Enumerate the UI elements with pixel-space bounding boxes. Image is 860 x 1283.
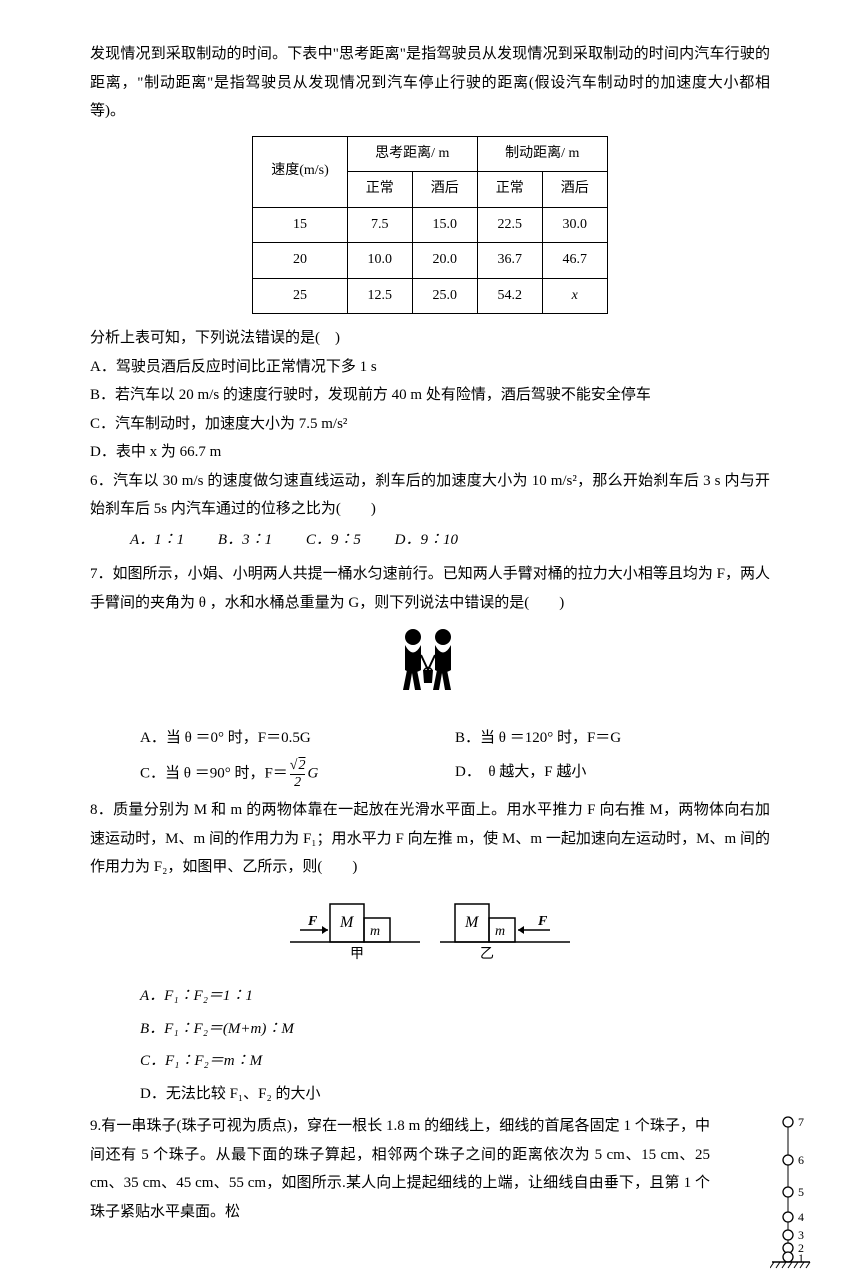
col-think-header: 思考距离/ m (347, 136, 477, 172)
intro-paragraph: 发现情况到采取制动的时间。下表中"思考距离"是指驾驶员从发现情况到采取制动的时间… (90, 40, 770, 126)
q5-option-c: C．汽车制动时，加速度大小为 7.5 m/s² (90, 410, 770, 439)
q5-option-a: A．驾驶员酒后反应时间比正常情况下多 1 s (90, 353, 770, 382)
q8-text: 8．质量分别为 M 和 m 的两物体靠在一起放在光滑水平面上。用水平推力 F 向… (90, 796, 770, 882)
table-row: 2512.525.054.2x (253, 278, 608, 314)
beads-figure: 7 6 5 4 3 2 1 (770, 1112, 820, 1283)
q7-row-2: C．当 θ ＝90° 时，F＝√22G D． θ 越大，F 越小 (140, 758, 770, 790)
svg-text:4: 4 (798, 1210, 804, 1224)
sub-normal-1: 正常 (347, 172, 412, 208)
q7-option-c: C．当 θ ＝90° 时，F＝√22G (140, 758, 455, 790)
table-row: 2010.020.036.746.7 (253, 243, 608, 279)
blocks-figure: F M m 甲 M m F 乙 (90, 892, 770, 973)
q7-option-d: D． θ 越大，F 越小 (455, 758, 770, 790)
sub-normal-2: 正常 (477, 172, 542, 208)
q5-option-d: D．表中 x 为 66.7 m (90, 438, 770, 467)
svg-text:M: M (339, 914, 355, 931)
q6-options: A．1∶1 B．3∶1 C．9∶5 D．9∶10 (130, 526, 770, 555)
q7-text: 7．如图所示，小娟、小明两人共提一桶水匀速前行。已知两人手臂对桶的拉力大小相等且… (90, 560, 770, 617)
col-brake-header: 制动距离/ m (477, 136, 607, 172)
svg-text:M: M (464, 914, 480, 931)
q8-option-d: D．无法比较 F₁、F₂ 的大小 (140, 1080, 770, 1109)
svg-text:5: 5 (798, 1185, 804, 1199)
sub-drunk-2: 酒后 (542, 172, 607, 208)
q6-text: 6．汽车以 30 m/s 的速度做匀速直线运动，刹车后的加速度大小为 10 m/… (90, 467, 770, 524)
q8-option-a: A．F₁∶F₂＝1∶1 (140, 982, 770, 1011)
svg-text:F: F (537, 914, 548, 929)
svg-text:乙: 乙 (480, 946, 494, 962)
q6-option-d: D．9∶10 (395, 532, 458, 548)
col-speed-header: 速度(m/s) (253, 136, 348, 207)
q8-option-c: C．F₁∶F₂＝m∶M (140, 1047, 770, 1076)
q9-block: 9.有一串珠子(珠子可视为质点)，穿在一根长 1.8 m 的细线上，细线的首尾各… (90, 1112, 770, 1226)
q5-lead: 分析上表可知，下列说法错误的是( ) (90, 324, 770, 353)
q6-option-b: B．3∶1 (218, 532, 272, 548)
svg-text:m: m (495, 924, 505, 939)
svg-text:F: F (307, 914, 318, 929)
q8-options: A．F₁∶F₂＝1∶1 B．F₁∶F₂＝(M+m)∶M C．F₁∶F₂＝m∶M … (140, 982, 770, 1108)
q6-option-c: C．9∶5 (306, 532, 361, 548)
table-row: 157.515.022.530.0 (253, 207, 608, 243)
q9-text: 9.有一串珠子(珠子可视为质点)，穿在一根长 1.8 m 的细线上，细线的首尾各… (90, 1112, 770, 1226)
sub-drunk-1: 酒后 (412, 172, 477, 208)
svg-text:6: 6 (798, 1153, 804, 1167)
q5-option-b: B．若汽车以 20 m/s 的速度行驶时，发现前方 40 m 处有险情，酒后驾驶… (90, 381, 770, 410)
q7-row-1: A．当 θ ＝0° 时，F＝0.5G B．当 θ ＝120° 时，F＝G (140, 724, 770, 753)
q7-option-b: B．当 θ ＝120° 时，F＝G (455, 724, 770, 753)
q8-option-b: B．F₁∶F₂＝(M+m)∶M (140, 1015, 770, 1044)
kids-bucket-figure (90, 625, 770, 716)
braking-data-table: 速度(m/s) 思考距离/ m 制动距离/ m 正常 酒后 正常 酒后 157.… (252, 136, 608, 315)
q6-option-a: A．1∶1 (130, 532, 184, 548)
svg-text:m: m (370, 924, 380, 939)
svg-text:7: 7 (798, 1115, 804, 1129)
q7-option-a: A．当 θ ＝0° 时，F＝0.5G (140, 724, 455, 753)
svg-text:甲: 甲 (350, 947, 364, 962)
svg-text:3: 3 (798, 1228, 804, 1242)
